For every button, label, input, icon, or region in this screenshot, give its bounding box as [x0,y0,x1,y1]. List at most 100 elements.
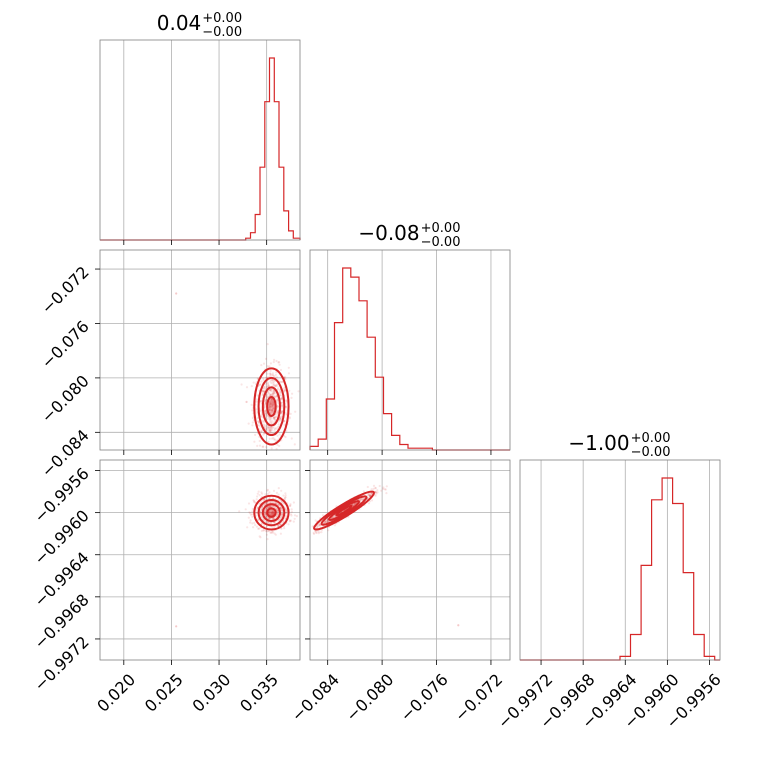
sample-point [324,521,327,524]
sample-point [260,415,263,418]
sample-point [271,510,275,513]
sample-point [281,512,284,515]
sample-point [258,424,261,427]
sample-point [280,506,283,509]
sample-point [266,385,269,388]
sample-point [272,512,275,515]
sample-point [270,509,274,512]
sample-point [275,502,278,505]
sample-point [354,502,357,505]
sample-point [261,421,264,424]
param-1-title: −0.08 [358,221,419,245]
sample-point [269,394,272,397]
sample-point [314,519,317,522]
sample-point [255,511,258,514]
sample-point [249,513,252,516]
sample-point [276,426,279,429]
sample-point [268,427,271,430]
sample-point [251,522,254,525]
sample-point [269,417,272,420]
sample-point [267,506,270,509]
sample-point [270,510,274,514]
sample-point [274,418,277,421]
sample-point [259,511,262,514]
sample-point [293,514,297,517]
sample-point [267,505,270,509]
sample-point [271,409,274,412]
sample-point [272,511,275,514]
sample-point [374,494,377,497]
sample-point [265,507,268,510]
sample-point [271,512,274,516]
sample-point [283,389,286,392]
sample-point [268,388,271,391]
sample-point [264,502,267,505]
sample-point [262,445,265,448]
sample-point [368,493,371,496]
sample-point [276,399,279,402]
sample-point [270,399,273,402]
sample-point [318,523,321,526]
sample-point [275,371,278,374]
sample-point [271,512,274,515]
sample-point [282,387,286,390]
sample-point [370,492,373,495]
sample-point [315,531,318,535]
sample-point [245,400,248,404]
sample-point [270,389,273,392]
sample-point [279,516,282,519]
sample-point [284,435,287,439]
sample-point [262,377,265,380]
sample-point [326,520,329,523]
sample-point [268,404,271,408]
sample-point [276,434,279,437]
sample-point [278,419,282,422]
sample-point [262,391,265,394]
sample-point [311,525,314,528]
sample-point [370,492,373,496]
contour-line [335,504,353,517]
sample-point [278,518,281,522]
sample-point [273,517,276,520]
sample-point [255,400,258,403]
sample-point [281,397,284,400]
sample-point [263,510,266,514]
sample-point [269,394,272,397]
sample-point [270,399,273,402]
sample-point [274,415,277,419]
contour-line [253,367,290,446]
sample-point [251,409,254,412]
sample-point [273,416,276,419]
sample-point [276,512,279,516]
sample-point [269,400,272,403]
sample-point [270,398,273,401]
sample-point [275,508,278,511]
sample-point [267,384,270,387]
sample-point [277,524,280,528]
sample-point [245,400,248,403]
sample-point [268,393,271,396]
sample-point [270,405,273,408]
sample-point [272,505,275,508]
sample-point [312,531,315,535]
sample-point [290,514,293,517]
sample-point [265,376,268,379]
sample-point [268,408,271,411]
contour-line [253,494,290,531]
sample-point [290,510,293,513]
sample-point [271,403,274,406]
sample-point [318,524,321,527]
sample-point [269,408,272,412]
sample-point [283,389,286,392]
sample-point [255,511,258,515]
contour-fill [267,396,276,416]
sample-point [272,391,275,394]
sample-point [267,511,270,514]
sample-point [271,407,274,410]
sample-point [273,418,276,421]
sample-point [272,403,275,406]
sample-point [314,529,317,533]
sample-point [268,530,271,533]
sample-point [283,527,286,530]
sample-point [266,426,269,430]
